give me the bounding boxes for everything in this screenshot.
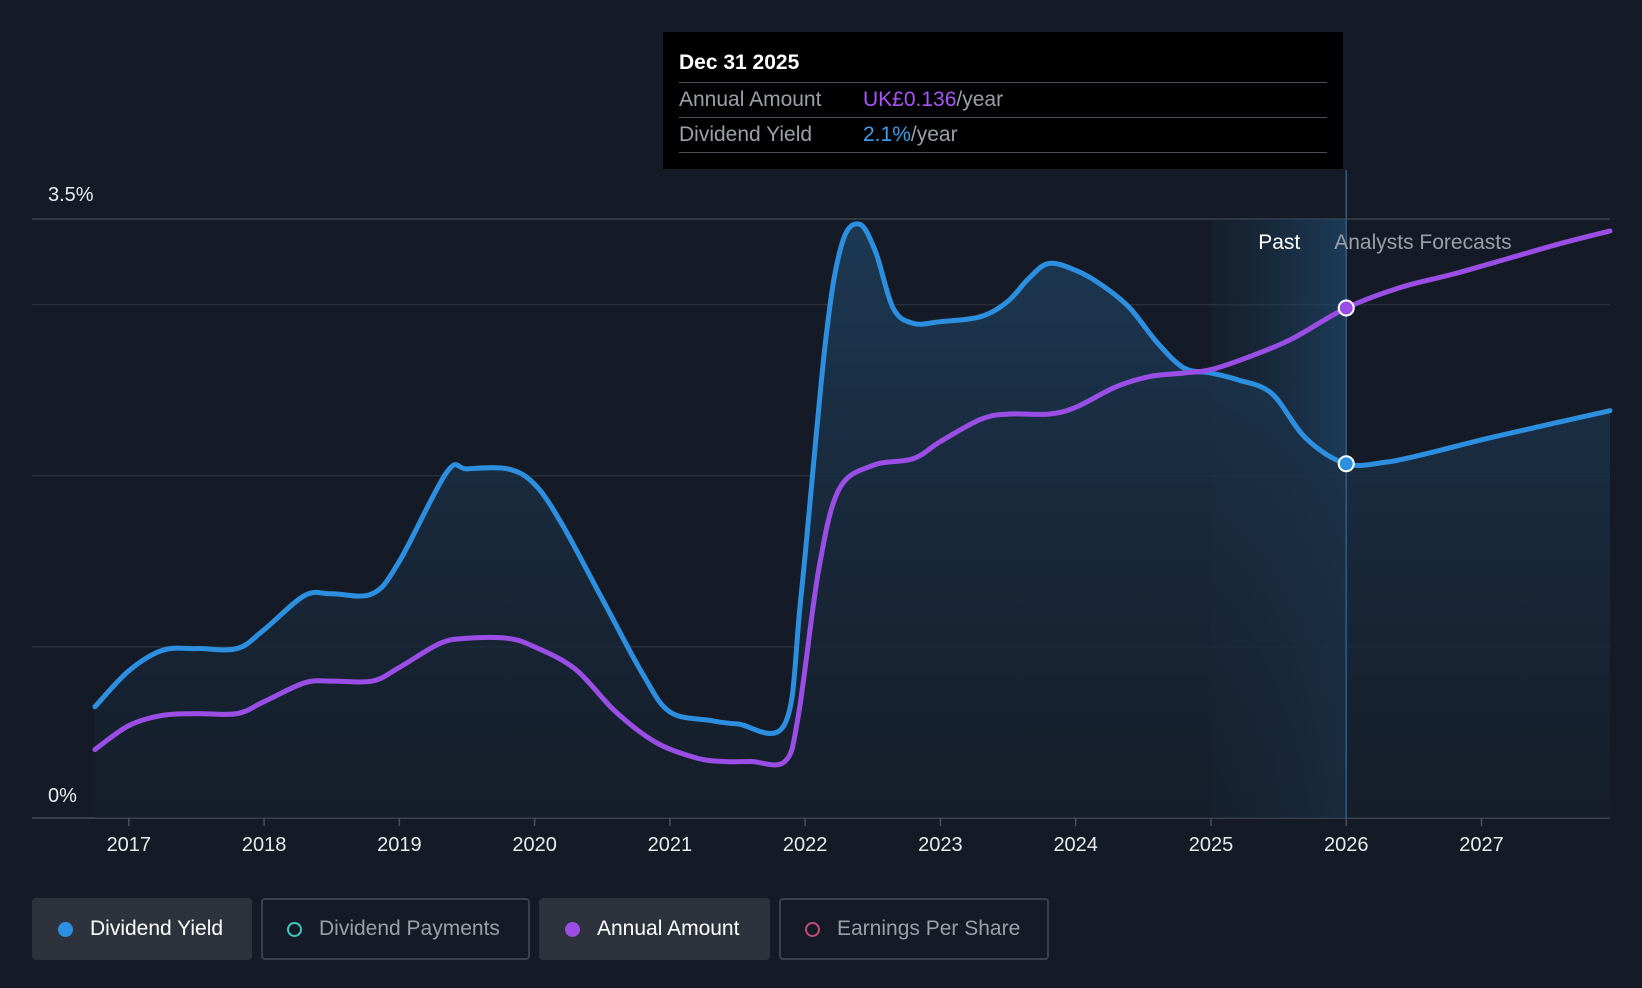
- annual-amount-marker: [1337, 299, 1355, 317]
- annual-amount-line: [92, 228, 1613, 768]
- tooltip-label: Dividend Yield: [679, 123, 813, 146]
- forecast-label: Analysts Forecasts: [1334, 231, 1511, 254]
- chart-tooltip: Dec 31 2025 Annual Amount UK£0.136/year …: [663, 32, 1343, 169]
- hover-markers: [1337, 299, 1355, 473]
- tooltip-unit: /year: [956, 88, 1004, 111]
- x-tick-label: 2026: [1324, 834, 1369, 856]
- x-tick-label: 2020: [512, 834, 557, 856]
- dividend-yield-area: [95, 223, 1610, 819]
- x-tick-label: 2024: [1053, 834, 1098, 856]
- dividend-yield-dot-icon: [58, 921, 73, 937]
- series-areas: [95, 223, 1610, 819]
- x-tick-label: 2018: [242, 834, 287, 856]
- tooltip-row-dividend-yield: Dividend Yield 2.1%/year: [679, 118, 1327, 153]
- y-axis-top-label: 3.5%: [48, 184, 94, 206]
- tooltip-date: Dec 31 2025: [679, 48, 1327, 83]
- x-tick-label: 2019: [377, 834, 422, 856]
- legend-annual-amount[interactable]: Annual Amount: [539, 898, 770, 960]
- tooltip-value: 2.1%: [863, 123, 911, 146]
- chart-legend: Dividend Yield Dividend Payments Annual …: [32, 898, 1049, 960]
- earnings-per-share-ring-icon: [805, 921, 820, 937]
- tooltip-row-annual-amount: Annual Amount UK£0.136/year: [679, 83, 1327, 118]
- tooltip-label: Annual Amount: [679, 88, 822, 111]
- dividend-yield-marker: [1337, 455, 1355, 473]
- x-tick-label: 2023: [918, 834, 963, 856]
- annual-amount-dot-icon: [565, 921, 580, 937]
- dividend-payments-ring-icon: [287, 921, 302, 937]
- tooltip-value: UK£0.136: [863, 88, 957, 111]
- legend-dividend-yield[interactable]: Dividend Yield: [32, 898, 252, 960]
- tooltip-unit: /year: [910, 123, 958, 146]
- x-axis: 2017 2018 2019 2020 2021 2022 2023 2024 2025 2026…: [107, 818, 1504, 856]
- x-tick-label: 2027: [1459, 834, 1504, 856]
- dividend-yield-line: [92, 221, 1613, 736]
- x-tick-label: 2017: [107, 834, 152, 856]
- legend-label: Annual Amount: [597, 917, 740, 940]
- legend-label: Dividend Yield: [90, 917, 224, 940]
- x-tick-label: 2025: [1189, 834, 1234, 856]
- x-tick-label: 2022: [783, 834, 828, 856]
- legend-earnings-per-share[interactable]: Earnings Per Share: [779, 898, 1049, 960]
- x-tick-label: 2021: [648, 834, 693, 856]
- past-label: Past: [1258, 231, 1300, 254]
- legend-dividend-payments[interactable]: Dividend Payments: [261, 898, 530, 960]
- legend-label: Earnings Per Share: [837, 917, 1021, 940]
- y-axis-bottom-label: 0%: [48, 785, 77, 807]
- legend-label: Dividend Payments: [319, 917, 500, 940]
- series-lines: [92, 221, 1613, 768]
